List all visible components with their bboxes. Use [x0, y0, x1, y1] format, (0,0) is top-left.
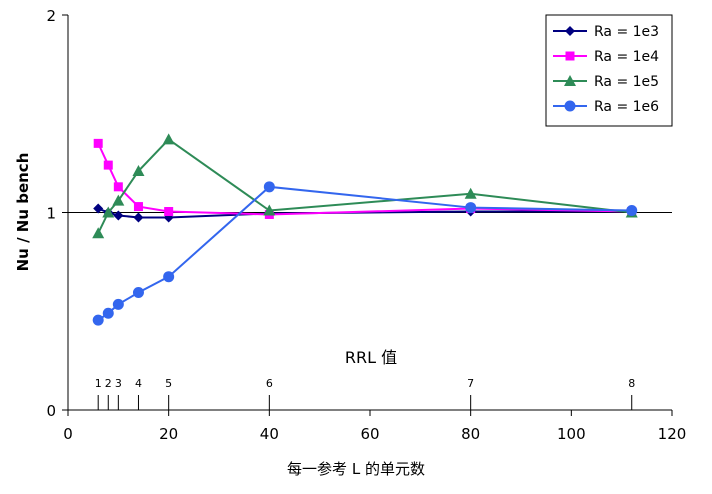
rrl-marker-label: 6	[266, 377, 273, 390]
y-tick-label: 0	[46, 402, 56, 420]
series-ra-1e6	[92, 181, 638, 326]
data-point-diamond	[133, 212, 144, 223]
x-axis-label: 每一参考 L 的单元数	[287, 460, 425, 478]
data-point-diamond	[565, 26, 575, 36]
data-point-diamond	[113, 210, 124, 221]
series-layer	[92, 133, 638, 326]
rrl-marker-label: 5	[165, 377, 172, 390]
rrl-marker-label: 1	[95, 377, 102, 390]
data-point-circle	[92, 314, 104, 326]
data-point-circle	[163, 271, 175, 283]
rrl-title: RRL 值	[345, 348, 397, 367]
series-line	[97, 138, 632, 234]
legend-label: Ra = 1e5	[594, 74, 659, 90]
data-point-triangle	[564, 75, 576, 86]
rrl-marker-label: 4	[135, 377, 142, 390]
series-ra-1e4	[93, 138, 637, 219]
data-point-triangle	[464, 187, 477, 199]
data-point-square	[93, 138, 103, 148]
data-point-square	[133, 202, 143, 212]
rrl-marker-label: 2	[105, 377, 112, 390]
data-point-circle	[465, 202, 477, 214]
x-tick-label: 20	[159, 425, 178, 443]
series-line	[97, 185, 632, 321]
data-point-square	[164, 207, 174, 217]
data-point-triangle	[263, 204, 276, 216]
x-tick-label: 60	[360, 425, 379, 443]
y-tick-label: 1	[46, 205, 56, 223]
y-axis-label: Nu / Nu bench	[14, 153, 32, 272]
data-point-diamond	[93, 203, 104, 214]
x-tick-label: 100	[557, 425, 586, 443]
data-point-circle	[626, 205, 638, 217]
data-point-triangle	[112, 194, 125, 206]
data-point-circle	[132, 286, 144, 298]
data-point-triangle	[162, 133, 175, 145]
data-point-square	[103, 160, 113, 170]
legend: Ra = 1e3 Ra = 1e4 Ra = 1e5 Ra = 1e6	[545, 14, 673, 127]
x-tick-label: 40	[260, 425, 279, 443]
data-point-circle	[564, 100, 576, 112]
data-point-circle	[112, 298, 124, 310]
data-point-square	[113, 182, 123, 192]
rrl-marker-label: 8	[628, 377, 635, 390]
legend-label: Ra = 1e6	[594, 99, 659, 115]
data-point-triangle	[92, 227, 105, 239]
legend-label: Ra = 1e4	[594, 49, 659, 65]
y-tick-label: 2	[46, 7, 56, 25]
x-tick-label: 0	[63, 425, 73, 443]
axis-labels: 每一参考 L 的单元数 Nu / Nu bench	[14, 153, 425, 478]
legend-label: Ra = 1e3	[594, 24, 659, 40]
data-point-triangle	[132, 165, 145, 177]
x-tick-label: 80	[461, 425, 480, 443]
x-tick-label: 120	[658, 425, 687, 443]
data-point-circle	[263, 181, 275, 193]
data-point-square	[565, 51, 575, 61]
rrl-marker-label: 3	[115, 377, 122, 390]
rrl-marker-label: 7	[467, 377, 474, 390]
series-ra-1e5	[92, 133, 638, 239]
data-point-triangle	[102, 206, 115, 218]
data-point-circle	[102, 307, 114, 319]
rrl-annotation: RRL 值 1 2 3 4 5 6 7 8	[95, 348, 635, 410]
